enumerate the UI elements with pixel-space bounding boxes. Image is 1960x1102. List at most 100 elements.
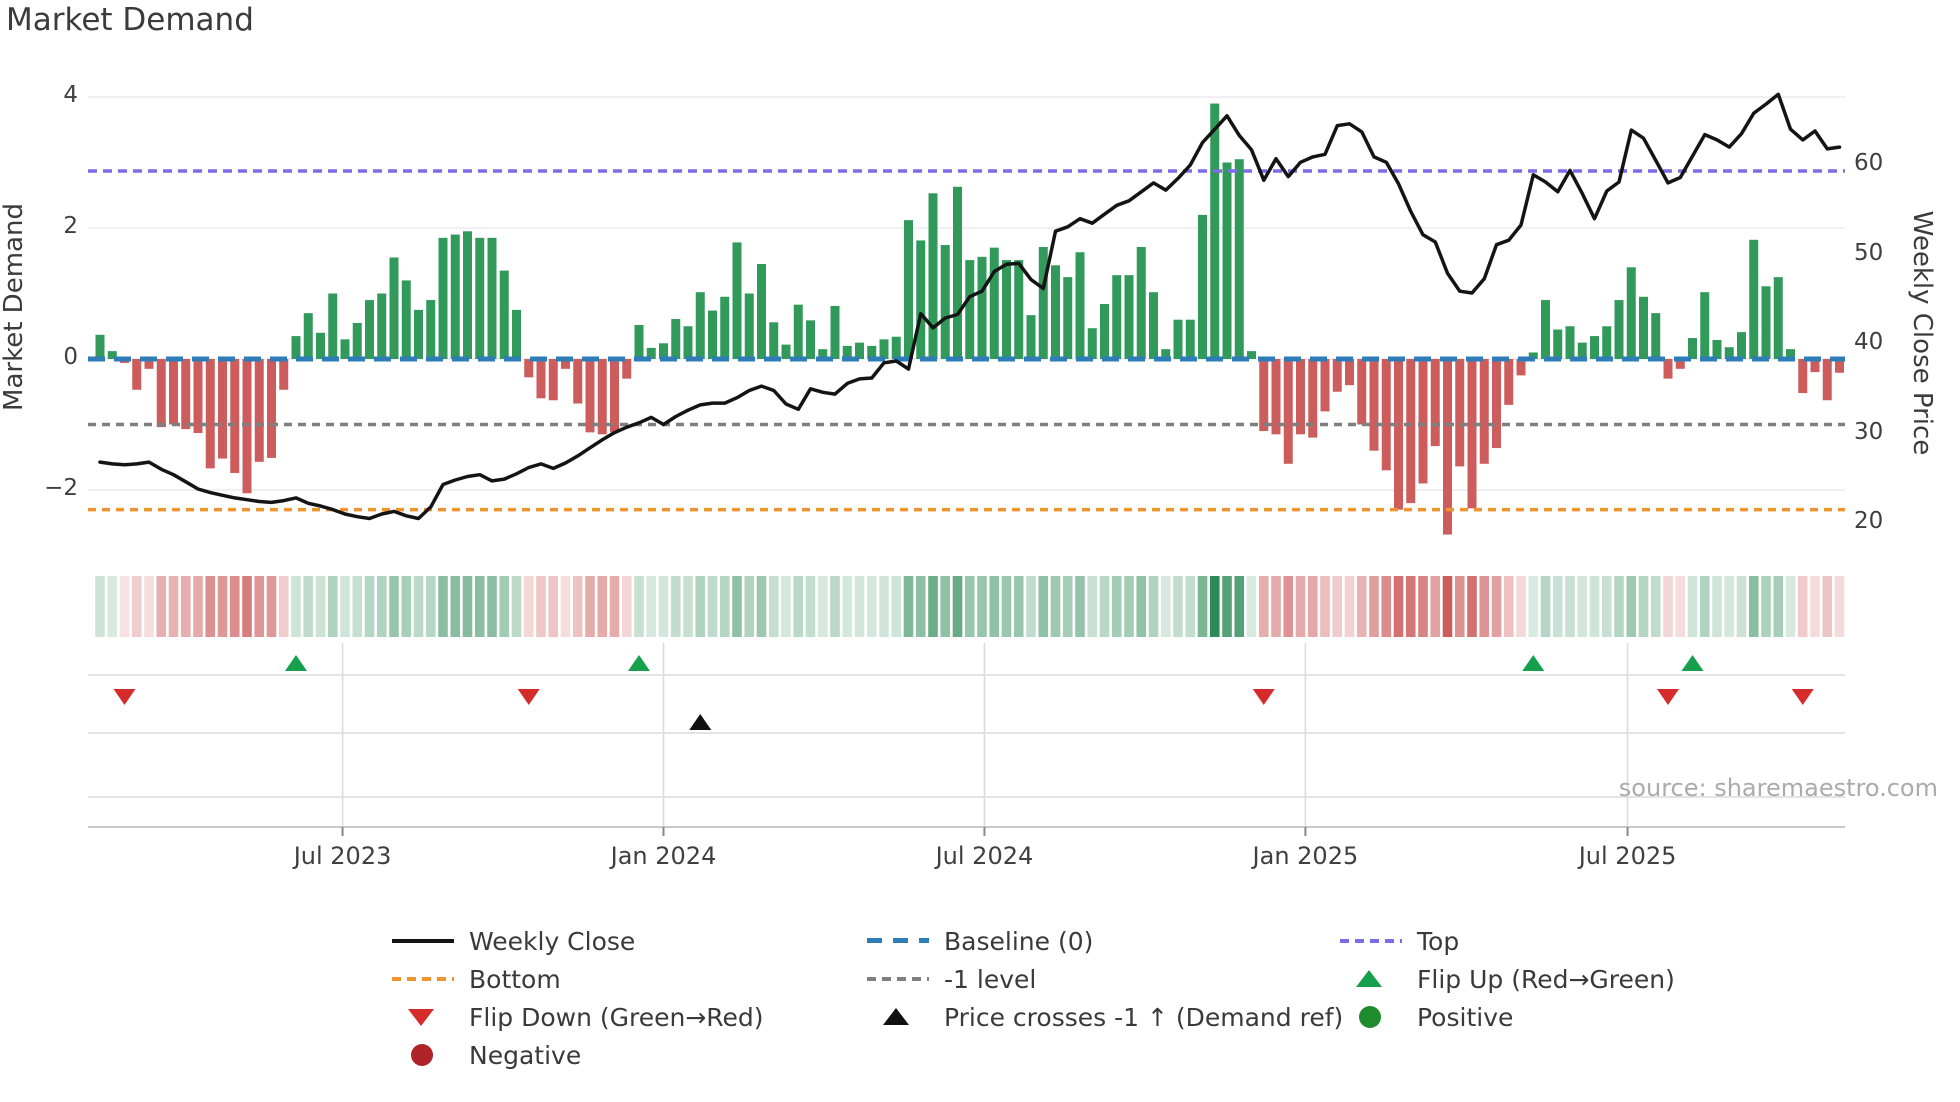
demand-bar-negative — [1381, 359, 1391, 471]
heatmap-cell — [438, 576, 448, 637]
heatmap-cell — [1601, 576, 1612, 637]
demand-bar-negative — [1357, 359, 1367, 425]
heatmap-cell — [1687, 576, 1698, 637]
heatmap-cell — [1675, 576, 1686, 637]
demand-bar-negative — [1504, 359, 1514, 405]
flip-down-marker — [517, 689, 540, 705]
legend-positive: Positive — [1340, 998, 1675, 1036]
heatmap-cell — [1148, 576, 1159, 637]
heatmap-cell — [1528, 576, 1539, 637]
heatmap-cell — [131, 576, 142, 637]
heatmap-cell — [266, 576, 277, 637]
heatmap-cell — [1111, 576, 1122, 637]
demand-bar-positive — [1761, 286, 1771, 359]
demand-bar-positive — [1014, 260, 1024, 359]
demand-bar-negative — [1369, 359, 1379, 451]
heatmap-cell — [903, 576, 914, 637]
legend-minus1-label: -1 level — [944, 964, 1037, 994]
heatmap-cell — [217, 576, 228, 637]
heatmap-cell — [1724, 576, 1735, 637]
demand-bar-negative — [548, 359, 558, 401]
price-cross-marker — [689, 714, 712, 730]
demand-bar-positive — [1026, 315, 1036, 359]
heatmap-cell — [1503, 576, 1514, 637]
demand-bar-positive — [695, 292, 705, 359]
demand-bar-positive — [1700, 292, 1710, 359]
demand-bar-positive — [1051, 265, 1060, 359]
demand-bar-positive — [646, 347, 656, 359]
demand-bar-positive — [1602, 326, 1612, 359]
demand-bar-negative — [181, 359, 191, 430]
demand-bar-positive — [769, 322, 779, 359]
heatmap-cell — [560, 576, 571, 637]
heatmap-cell — [621, 576, 632, 637]
demand-bar-positive — [732, 242, 742, 359]
demand-bar-positive — [1063, 277, 1073, 359]
legend-positive-label: Positive — [1417, 1002, 1514, 1032]
heatmap-cell — [1589, 576, 1600, 637]
flip-up-marker — [1681, 655, 1704, 671]
heatmap-cell — [1699, 576, 1710, 637]
demand-bar-positive — [365, 300, 374, 359]
line-black-icon — [392, 931, 454, 951]
demand-bar-positive — [842, 345, 852, 359]
heatmap-cell — [1467, 576, 1477, 637]
heatmap-cell — [536, 576, 546, 637]
demand-bar-negative — [1479, 359, 1489, 464]
flip-down-marker — [1252, 689, 1275, 705]
demand-bar-positive — [463, 231, 472, 359]
heatmap-cell — [1013, 576, 1024, 637]
tri-up-black-icon — [867, 1007, 929, 1027]
heatmap-cell — [1626, 576, 1637, 637]
demand-bar-positive — [916, 240, 926, 359]
demand-bar-positive — [793, 304, 803, 359]
heatmap-cell — [940, 576, 951, 637]
weekly-close-line — [98, 92, 1842, 521]
heatmap-cell — [1332, 576, 1343, 637]
heatmap-cell — [389, 576, 399, 637]
legend-flip-up: Flip Up (Red→Green) — [1340, 960, 1675, 998]
heatmap-cell — [952, 576, 963, 637]
demand-bar-positive — [818, 349, 828, 359]
heatmap-cell — [781, 576, 791, 637]
demand-bar-positive — [1234, 159, 1244, 359]
heatmap-cell — [119, 576, 130, 637]
heatmap-cell — [1663, 576, 1673, 637]
demand-bar-positive — [806, 320, 815, 359]
heatmap-cell — [707, 576, 718, 637]
dot-darkred-icon — [392, 1044, 454, 1066]
heatmap-cell — [303, 576, 314, 637]
demand-bar-positive — [1161, 349, 1171, 359]
demand-bar-positive — [634, 324, 644, 359]
demand-bar-positive — [953, 186, 962, 359]
heatmap-cell — [487, 576, 497, 637]
flip-down-marker — [1657, 689, 1679, 705]
heatmap-cell — [1026, 576, 1036, 637]
demand-bar-positive — [1100, 303, 1109, 359]
legend-top: Top — [1340, 922, 1675, 960]
heatmap-cell — [670, 576, 681, 637]
heatmap-cell — [1393, 576, 1404, 637]
demand-bar-positive — [1773, 277, 1783, 359]
demand-bar-negative — [1492, 359, 1501, 449]
heatmap-cell — [1381, 576, 1392, 637]
demand-bar-positive — [867, 345, 877, 359]
heatmap-cell — [1307, 576, 1318, 637]
demand-bar-positive — [1688, 338, 1697, 359]
demand-bar-positive — [708, 310, 717, 359]
demand-bar-positive — [744, 293, 754, 359]
demand-bar-positive — [95, 334, 105, 359]
heatmap-cell — [1062, 576, 1073, 637]
heatmap-cell — [928, 576, 938, 637]
heatmap-cell — [989, 576, 1000, 637]
legend-minus1: -1 level — [867, 960, 1343, 998]
demand-bar-positive — [781, 344, 791, 359]
heatmap-cell — [1185, 576, 1196, 637]
heatmap-cell — [1638, 576, 1649, 637]
demand-bar-negative — [610, 359, 619, 433]
heatmap-cell — [1271, 576, 1281, 637]
demand-bar-positive — [303, 313, 313, 359]
legend-price-cross: Price crosses -1 ↑ (Demand ref) — [867, 998, 1343, 1036]
demand-bar-negative — [1443, 359, 1452, 535]
